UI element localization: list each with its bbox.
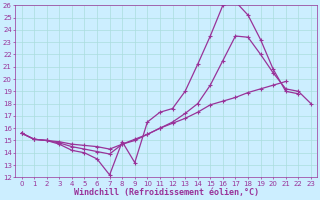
X-axis label: Windchill (Refroidissement éolien,°C): Windchill (Refroidissement éolien,°C)	[74, 188, 259, 197]
